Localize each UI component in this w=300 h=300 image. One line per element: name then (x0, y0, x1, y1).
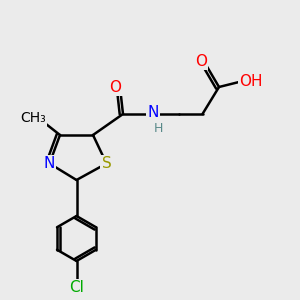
Text: N: N (147, 105, 159, 120)
Text: CH₃: CH₃ (20, 112, 46, 125)
Text: O: O (195, 54, 207, 69)
Text: OH: OH (239, 74, 262, 88)
Text: S: S (102, 156, 111, 171)
Text: H: H (153, 122, 163, 135)
Text: N: N (44, 156, 55, 171)
Text: O: O (110, 80, 122, 94)
Text: Cl: Cl (69, 280, 84, 296)
